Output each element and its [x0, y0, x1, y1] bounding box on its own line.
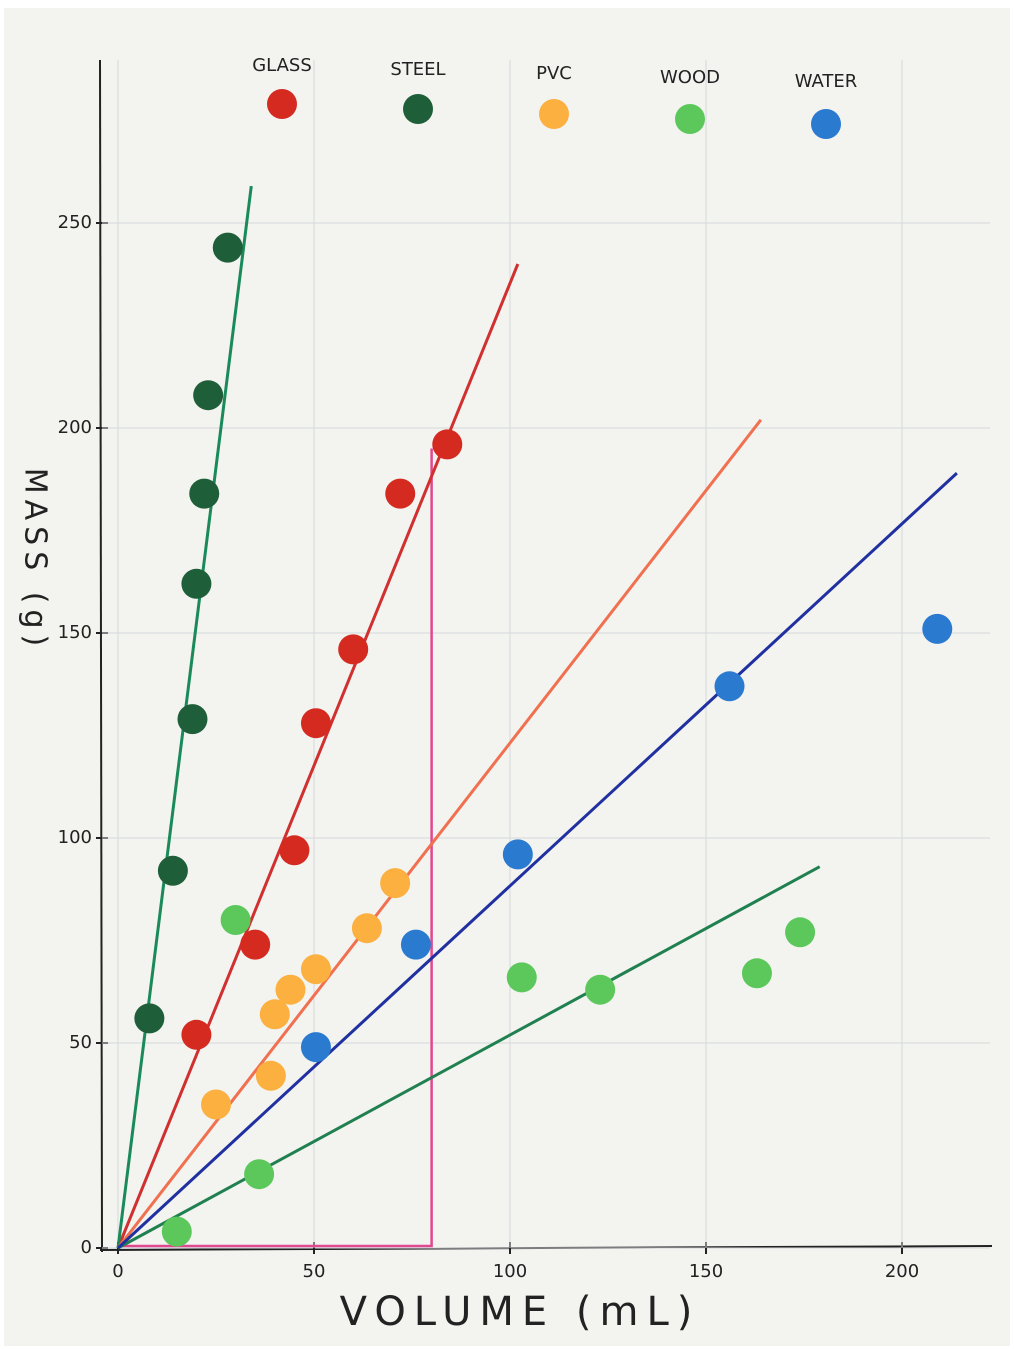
point [193, 380, 223, 410]
y-tick-label: 0 [81, 1237, 92, 1258]
y-tick-label: 250 [58, 212, 92, 233]
point [352, 913, 382, 943]
point [256, 1061, 286, 1091]
point [301, 708, 331, 738]
point [385, 479, 415, 509]
point [213, 233, 243, 263]
point [401, 930, 431, 960]
point [240, 930, 270, 960]
point [181, 1020, 211, 1050]
point [158, 856, 188, 886]
x-tick-label: 150 [689, 1261, 723, 1282]
point [380, 868, 410, 898]
point [432, 429, 462, 459]
legend-marker [267, 89, 297, 119]
point [189, 479, 219, 509]
point [301, 1032, 331, 1062]
point [221, 905, 251, 935]
point [177, 704, 207, 734]
point [507, 962, 537, 992]
point [260, 999, 290, 1029]
x-tick-label: 100 [493, 1261, 527, 1282]
legend-marker [675, 104, 705, 134]
point [503, 839, 533, 869]
point [201, 1090, 231, 1120]
y-axis-label: MASS (g) [18, 468, 53, 652]
legend-marker [403, 94, 433, 124]
point [301, 954, 331, 984]
legend-marker [539, 99, 569, 129]
point [715, 671, 745, 701]
legend-label: WOOD [660, 67, 720, 88]
point [244, 1159, 274, 1189]
legend-label: STEEL [390, 59, 445, 80]
x-tick-label: 200 [885, 1261, 919, 1282]
point [181, 569, 211, 599]
y-tick-label: 50 [69, 1032, 92, 1053]
y-tick-label: 100 [58, 827, 92, 848]
point [279, 835, 309, 865]
point [162, 1217, 192, 1247]
legend-label: GLASS [252, 55, 312, 76]
x-tick-label: 50 [303, 1261, 326, 1282]
x-tick-label: 0 [112, 1261, 123, 1282]
point [585, 975, 615, 1005]
point [742, 958, 772, 988]
point [785, 917, 815, 947]
chart: VOLUME (mL) MASS (g) 0 50 100 150 200 250 0 50 10… [0, 0, 1014, 1349]
legend-label: PVC [536, 63, 572, 84]
point [922, 614, 952, 644]
point [338, 634, 368, 664]
y-tick-label: 200 [58, 417, 92, 438]
y-tick-label: 150 [58, 622, 92, 643]
x-axis-label: VOLUME (mL) [340, 1289, 701, 1335]
paper [4, 8, 1010, 1346]
point [134, 1003, 164, 1033]
legend-label: WATER [795, 71, 858, 92]
legend-marker [811, 109, 841, 139]
point [275, 975, 305, 1005]
